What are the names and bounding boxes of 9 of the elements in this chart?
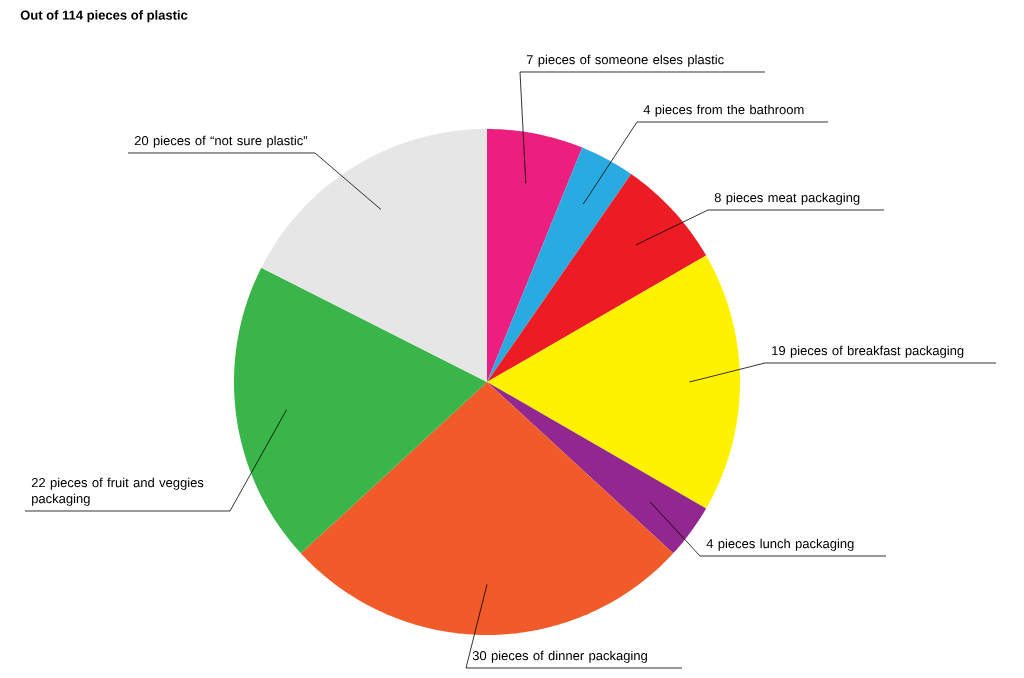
slice-label: 8 pieces meat packaging: [714, 192, 860, 205]
slice-label: 20 pieces of “not sure plastic”: [134, 135, 308, 148]
slice-label: 30 pieces of dinner packaging: [472, 650, 647, 663]
slice-label: 7 pieces of someone elses plastic: [526, 54, 724, 67]
slice-label: 4 pieces from the bathroom: [643, 104, 804, 117]
slice-label: 4 pieces lunch packaging: [706, 538, 854, 551]
slice-label: 22 pieces of fruit and veggies packaging: [31, 477, 204, 506]
chart-title: Out of 114 pieces of plastic: [20, 10, 188, 23]
slice-label: 19 pieces of breakfast packaging: [772, 345, 964, 358]
